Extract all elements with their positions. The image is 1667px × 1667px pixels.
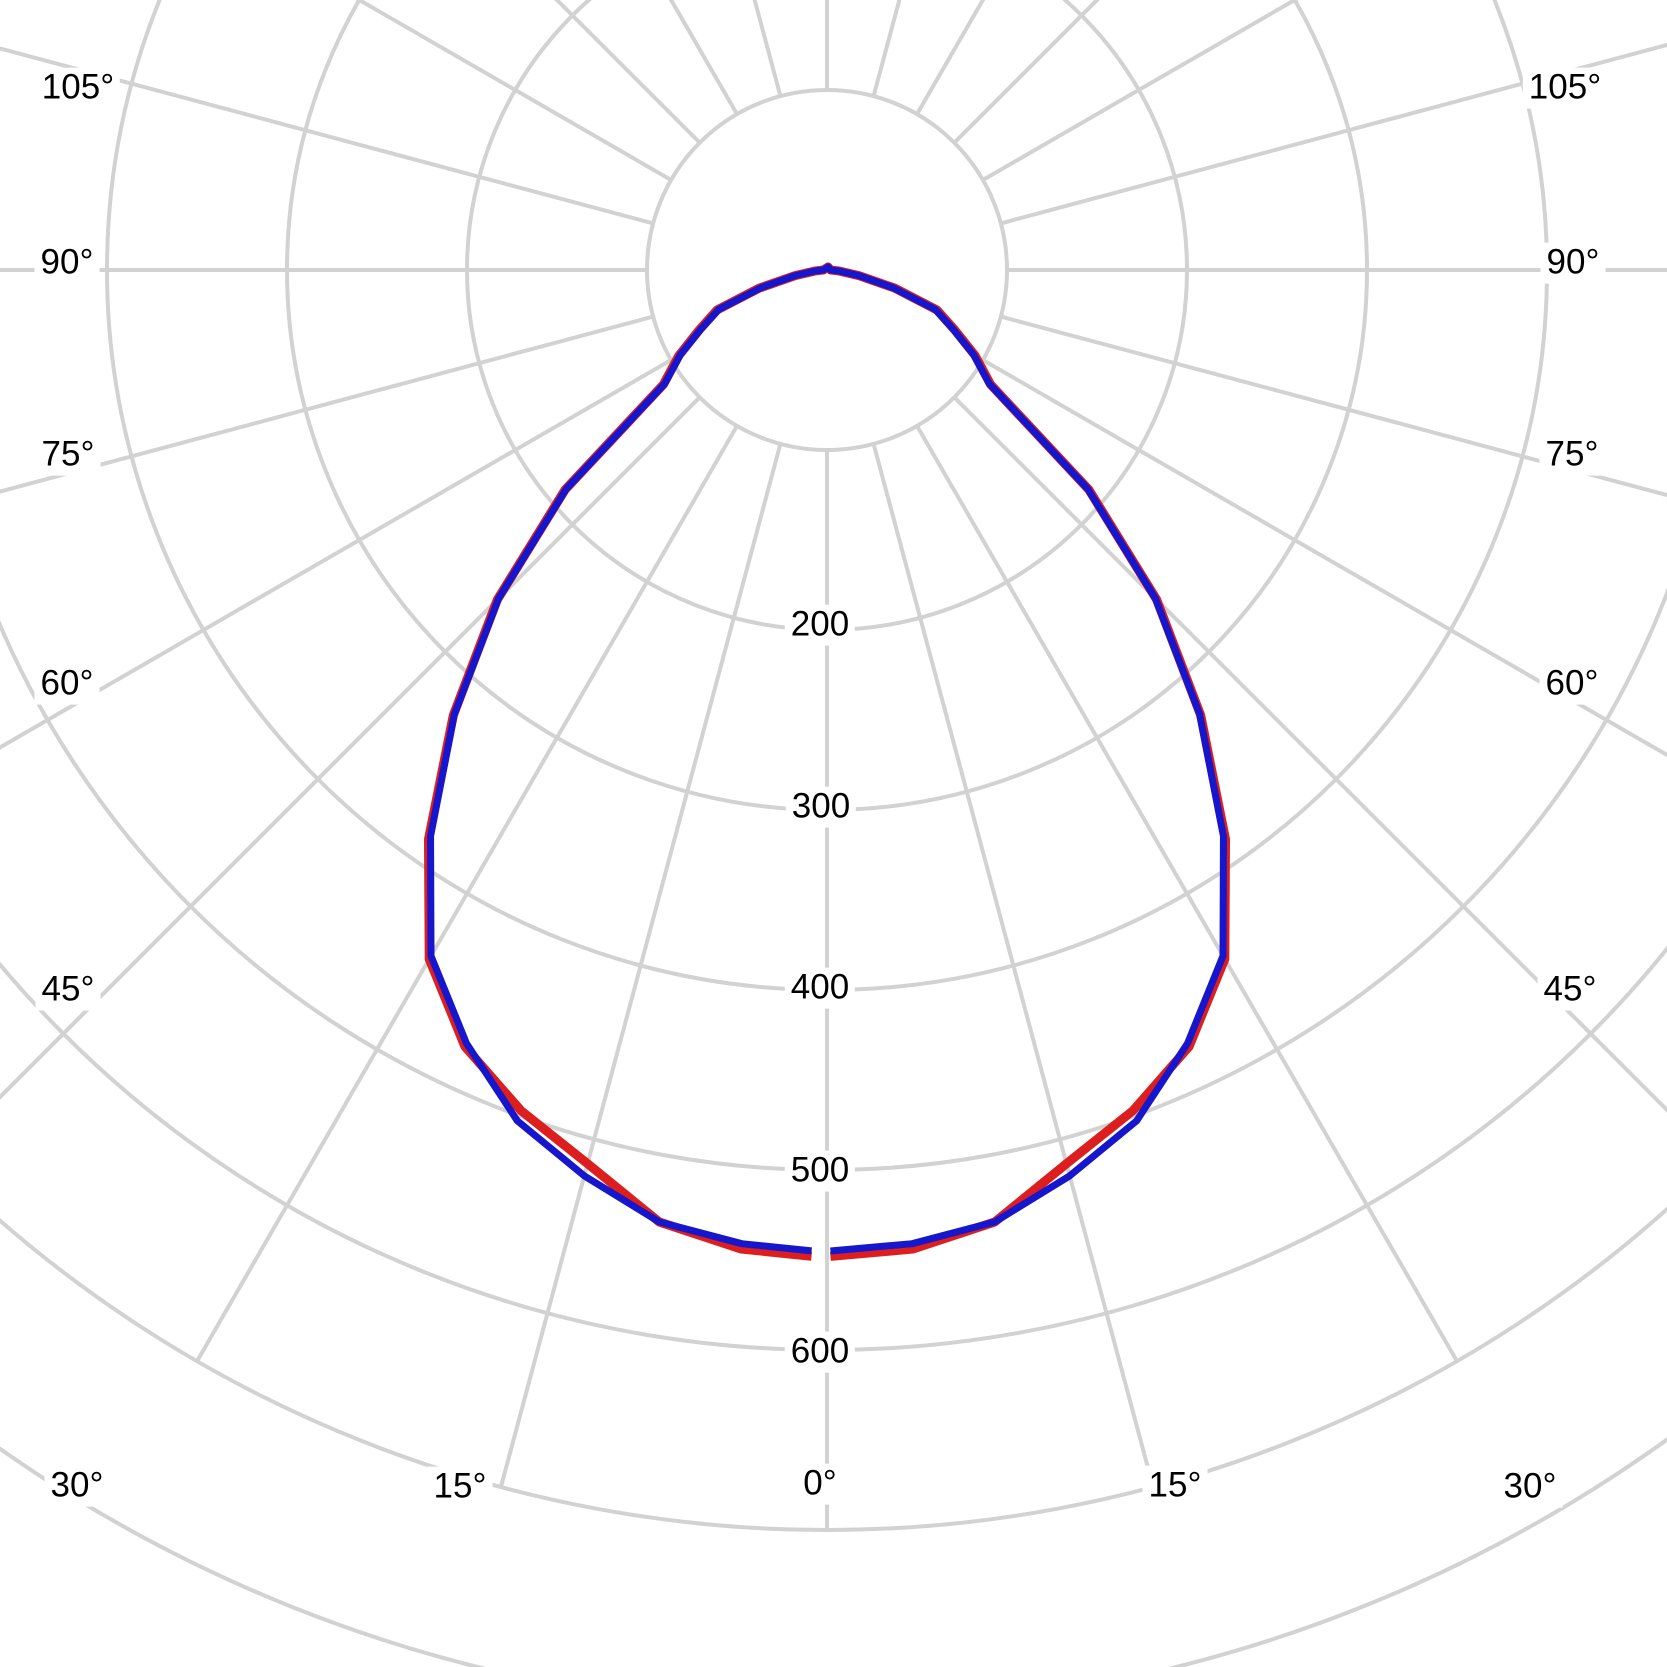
angle-tick-label: 90°: [1540, 242, 1606, 284]
angle-tick-label: 75°: [35, 434, 101, 476]
radial-tick-label: 600: [784, 1331, 856, 1373]
angle-tick-label: 30°: [1497, 1466, 1563, 1508]
radial-tick-label: 300: [785, 786, 857, 828]
angle-tick-label: 0°: [797, 1463, 843, 1505]
angle-tick-label: 30°: [44, 1465, 110, 1507]
angle-tick-label: 75°: [1539, 434, 1605, 476]
angle-tick-label: 60°: [34, 663, 100, 705]
angle-tick-label: 15°: [1142, 1465, 1208, 1507]
angle-tick-label: 45°: [1537, 969, 1603, 1011]
angle-tick-label: 60°: [1539, 663, 1605, 705]
blue-curve: [427, 263, 1227, 1255]
radial-tick-label: 400: [784, 967, 856, 1009]
angle-tick-label: 105°: [35, 67, 121, 109]
angle-tick-label: 90°: [34, 242, 100, 284]
angle-tick-label: 45°: [35, 969, 101, 1011]
angle-tick-label: 105°: [1522, 67, 1608, 109]
radial-tick-label: 500: [784, 1150, 856, 1192]
angle-tick-label: 15°: [427, 1466, 493, 1508]
radial-tick-label: 200: [784, 604, 856, 646]
